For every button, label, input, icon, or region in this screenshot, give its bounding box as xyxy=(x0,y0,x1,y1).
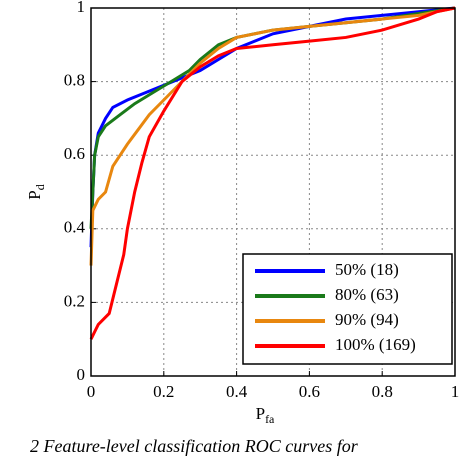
x-tick-label: 0.4 xyxy=(226,382,248,401)
y-tick-label: 0 xyxy=(77,365,86,384)
x-axis-label: Pfa xyxy=(256,404,275,426)
y-tick-label: 0.4 xyxy=(64,218,86,237)
legend-label: 50% (18) xyxy=(335,260,399,279)
y-tick-label: 0.6 xyxy=(64,144,85,163)
y-axis-label: Pd xyxy=(25,184,47,199)
legend-label: 100% (169) xyxy=(335,335,416,354)
x-tick-label: 1 xyxy=(451,382,460,401)
x-tick-label: 0 xyxy=(87,382,96,401)
caption: 2 Feature-level classification ROC curve… xyxy=(30,436,359,456)
x-tick-label: 0.6 xyxy=(299,382,320,401)
plot-frame xyxy=(90,7,456,377)
y-axis-label-sub: d xyxy=(33,184,47,190)
roc-curve xyxy=(89,6,456,340)
y-axis-label-main: P xyxy=(25,190,44,199)
y-tick-label: 0.2 xyxy=(64,291,85,310)
x-axis-label-main: P xyxy=(256,404,265,423)
x-tick-label: 0.8 xyxy=(372,382,393,401)
y-tick-label: 1 xyxy=(77,0,86,16)
legend-label: 80% (63) xyxy=(335,285,399,304)
x-axis-label-sub: fa xyxy=(265,412,275,426)
x-tick-label: 0.2 xyxy=(153,382,174,401)
legend-label: 90% (94) xyxy=(335,310,399,329)
roc-curve xyxy=(89,6,456,266)
y-tick-label: 0.8 xyxy=(64,71,85,90)
